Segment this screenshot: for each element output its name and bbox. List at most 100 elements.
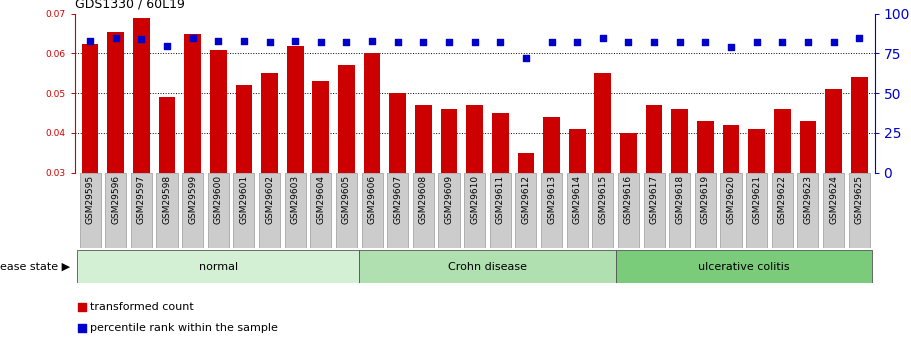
Point — [621, 40, 636, 45]
Point — [493, 40, 507, 45]
Bar — [107, 32, 124, 173]
Text: GSM29610: GSM29610 — [470, 175, 479, 224]
Bar — [210, 50, 227, 172]
Point — [108, 35, 123, 40]
FancyBboxPatch shape — [721, 172, 742, 248]
FancyBboxPatch shape — [592, 172, 613, 248]
Point — [672, 40, 687, 45]
Bar — [287, 46, 303, 172]
FancyBboxPatch shape — [311, 172, 332, 248]
Text: GSM29613: GSM29613 — [547, 175, 556, 224]
Text: GSM29608: GSM29608 — [419, 175, 428, 224]
Text: GSM29611: GSM29611 — [496, 175, 505, 224]
Point — [262, 40, 277, 45]
Text: Crohn disease: Crohn disease — [448, 262, 527, 272]
FancyBboxPatch shape — [746, 172, 767, 248]
Point — [852, 35, 866, 40]
Point — [391, 40, 405, 45]
Point — [288, 38, 302, 43]
Bar — [159, 97, 175, 172]
Text: GDS1330 / 60L19: GDS1330 / 60L19 — [75, 0, 185, 11]
Text: GSM29614: GSM29614 — [573, 175, 582, 224]
FancyBboxPatch shape — [823, 172, 844, 248]
Bar — [133, 18, 149, 172]
Text: GSM29600: GSM29600 — [214, 175, 223, 224]
Text: GSM29595: GSM29595 — [86, 175, 95, 224]
FancyBboxPatch shape — [77, 250, 359, 283]
Bar — [236, 85, 252, 172]
Text: GSM29625: GSM29625 — [855, 175, 864, 224]
Text: GSM29607: GSM29607 — [394, 175, 403, 224]
Text: GSM29617: GSM29617 — [650, 175, 659, 224]
Point — [775, 40, 790, 45]
Point — [698, 40, 712, 45]
Point — [723, 45, 738, 50]
Point — [83, 38, 97, 43]
Point — [647, 40, 661, 45]
Point — [801, 40, 815, 45]
FancyBboxPatch shape — [208, 172, 229, 248]
Text: GSM29612: GSM29612 — [521, 175, 530, 224]
Bar — [671, 109, 688, 172]
FancyBboxPatch shape — [438, 172, 459, 248]
Text: GSM29609: GSM29609 — [445, 175, 454, 224]
Bar — [851, 77, 867, 172]
FancyBboxPatch shape — [849, 172, 870, 248]
Point — [75, 304, 89, 309]
Text: GSM29596: GSM29596 — [111, 175, 120, 224]
FancyBboxPatch shape — [105, 172, 127, 248]
Bar — [543, 117, 560, 172]
Bar — [748, 129, 765, 172]
FancyBboxPatch shape — [772, 172, 793, 248]
Text: transformed count: transformed count — [90, 302, 194, 312]
Text: GSM29619: GSM29619 — [701, 175, 710, 224]
Bar — [595, 73, 611, 172]
Point — [596, 35, 610, 40]
Text: GSM29606: GSM29606 — [367, 175, 376, 224]
Bar — [492, 113, 508, 172]
Text: GSM29623: GSM29623 — [804, 175, 813, 224]
Point — [750, 40, 764, 45]
Text: GSM29598: GSM29598 — [162, 175, 171, 224]
FancyBboxPatch shape — [490, 172, 511, 248]
Bar — [620, 133, 637, 172]
Bar — [82, 43, 98, 172]
Text: GSM29599: GSM29599 — [189, 175, 197, 224]
Point — [518, 56, 533, 61]
Bar — [415, 105, 432, 172]
FancyBboxPatch shape — [233, 172, 254, 248]
FancyBboxPatch shape — [359, 250, 616, 283]
FancyBboxPatch shape — [182, 172, 203, 248]
Point — [134, 37, 148, 42]
Point — [211, 38, 226, 43]
Text: GSM29615: GSM29615 — [599, 175, 608, 224]
FancyBboxPatch shape — [131, 172, 152, 248]
Text: GSM29621: GSM29621 — [752, 175, 761, 224]
Text: GSM29601: GSM29601 — [240, 175, 249, 224]
Bar — [517, 152, 534, 172]
Text: GSM29604: GSM29604 — [316, 175, 325, 224]
Bar — [697, 121, 713, 172]
Point — [364, 38, 379, 43]
Bar — [441, 109, 457, 172]
Text: GSM29622: GSM29622 — [778, 175, 787, 224]
Point — [416, 40, 431, 45]
Point — [237, 38, 251, 43]
FancyBboxPatch shape — [567, 172, 588, 248]
Text: GSM29616: GSM29616 — [624, 175, 633, 224]
Point — [442, 40, 456, 45]
FancyBboxPatch shape — [157, 172, 178, 248]
FancyBboxPatch shape — [259, 172, 280, 248]
Text: GSM29620: GSM29620 — [726, 175, 735, 224]
Bar — [800, 121, 816, 172]
Point — [75, 325, 89, 331]
FancyBboxPatch shape — [464, 172, 486, 248]
Bar — [261, 73, 278, 172]
Text: GSM29605: GSM29605 — [342, 175, 351, 224]
Text: ulcerative colitis: ulcerative colitis — [698, 262, 790, 272]
Text: disease state ▶: disease state ▶ — [0, 262, 70, 272]
FancyBboxPatch shape — [413, 172, 434, 248]
Text: GSM29603: GSM29603 — [291, 175, 300, 224]
Point — [467, 40, 482, 45]
FancyBboxPatch shape — [643, 172, 665, 248]
